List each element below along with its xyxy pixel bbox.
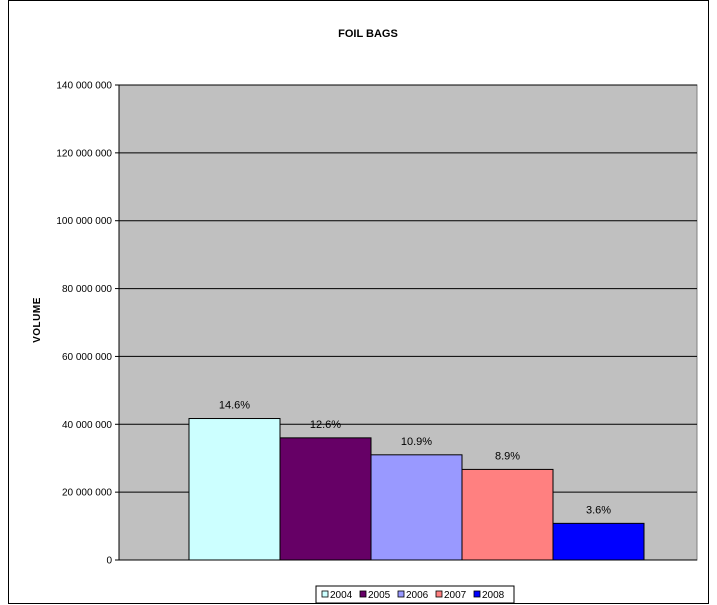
y-tick-label: 0 bbox=[106, 556, 112, 567]
legend-box bbox=[315, 585, 515, 604]
y-tick-label: 80 000 000 bbox=[62, 284, 112, 295]
data-label-2005: 12.6% bbox=[310, 419, 341, 431]
data-label-2007: 8.9% bbox=[495, 450, 520, 462]
bars bbox=[188, 418, 645, 561]
legend-swatch-2005 bbox=[359, 590, 367, 598]
data-label-2006: 10.9% bbox=[401, 436, 432, 448]
bar-2004 bbox=[188, 418, 281, 561]
legend-swatch-2007 bbox=[435, 590, 443, 598]
data-label-2004: 14.6% bbox=[219, 400, 250, 412]
legend-swatch-2006 bbox=[397, 590, 405, 598]
legend-swatch-2004 bbox=[321, 590, 329, 598]
y-tick-label: 120 000 000 bbox=[56, 148, 112, 159]
legend-label-2004: 2004 bbox=[330, 590, 353, 601]
bar-2005 bbox=[279, 437, 372, 561]
y-axis-ticks: 0 20 000 000 40 000 000 60 000 000 80 000 00… bbox=[56, 81, 120, 567]
y-tick-label: 20 000 000 bbox=[62, 488, 112, 499]
legend: 2004 2005 2006 2007 2008 bbox=[315, 585, 515, 604]
bar-2006 bbox=[370, 454, 463, 561]
bar-2008 bbox=[552, 522, 645, 561]
y-axis-label: VOLUME bbox=[32, 297, 43, 343]
legend-label-2005: 2005 bbox=[368, 590, 391, 601]
legend-swatch-2008 bbox=[473, 590, 481, 598]
y-tick-label: 100 000 000 bbox=[56, 216, 112, 227]
bar-2007 bbox=[461, 468, 554, 561]
y-tick-label: 140 000 000 bbox=[56, 81, 112, 92]
legend-label-2007: 2007 bbox=[444, 590, 467, 601]
legend-label-2008: 2008 bbox=[482, 590, 505, 601]
data-label-2008: 3.6% bbox=[586, 504, 611, 516]
chart-title: FOIL BAGS bbox=[338, 28, 398, 40]
legend-label-2006: 2006 bbox=[406, 590, 429, 601]
data-labels: 14.6% 12.6% 10.9% 8.9% 3.6% bbox=[219, 400, 611, 517]
y-tick-label: 40 000 000 bbox=[62, 420, 112, 431]
y-tick-label: 60 000 000 bbox=[62, 352, 112, 363]
